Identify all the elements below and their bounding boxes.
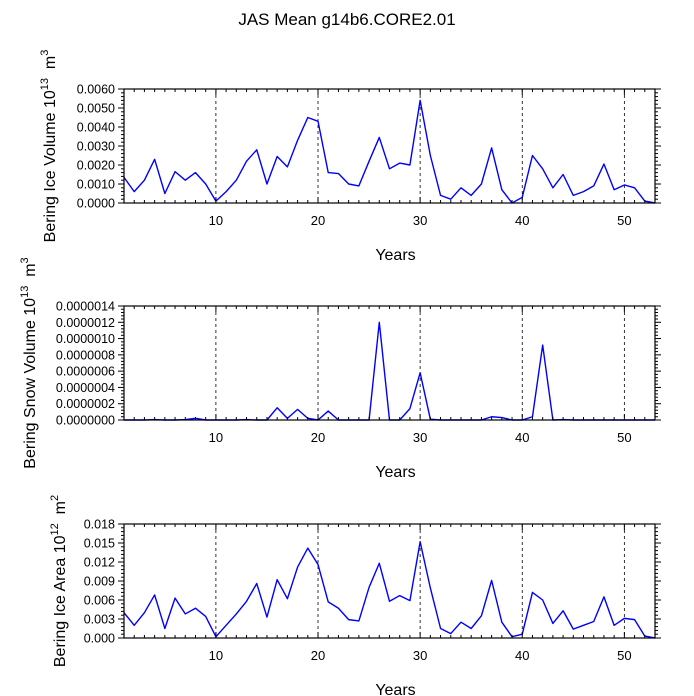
snow-volume-ylabel-text: Bering Snow Volume 10 — [22, 298, 39, 469]
snow-volume-ytick-label-6: 0.0000012 — [56, 316, 115, 330]
snow-volume-xtick-label-50: 50 — [617, 430, 631, 445]
ice-volume-series-line — [123, 99, 656, 204]
chart-title: JAS Mean g14b6.CORE2.01 — [238, 10, 455, 29]
ice-area-ytick-label-3: 0.009 — [84, 575, 115, 589]
ice-area-ylabel-text: Bering Ice Area 10 — [52, 535, 69, 667]
ice-area-ylabel-unit: m — [52, 501, 69, 523]
snow-volume-xtick-label-30: 30 — [413, 430, 427, 445]
snow-volume-xtick-label-10: 10 — [209, 430, 223, 445]
ice-volume-ylabel: Bering Ice Volume 1013 m3 — [39, 50, 59, 243]
snow-volume-ytick-label-3: 0.0000006 — [56, 365, 115, 379]
ice-volume-ytick-label-2: 0.0020 — [77, 159, 115, 173]
snow-volume-xtick-label-40: 40 — [515, 430, 529, 445]
ice-area-plot-frame — [123, 523, 656, 639]
ice-area-xtick-label-40: 40 — [515, 648, 529, 663]
ice-volume-ytick-label-0: 0.0000 — [77, 197, 115, 211]
snow-volume-series-line — [124, 321, 655, 421]
ice-volume-xlabel: Years — [375, 247, 415, 264]
ice-volume-ylabel-exponent: 13 — [39, 78, 51, 90]
snow-volume-ytick-label-7: 0.0000014 — [56, 300, 115, 314]
ice-volume-ylabel-text: Bering Ice Volume 10 — [42, 90, 59, 242]
ice-area-ytick-label-0: 0.000 — [84, 632, 115, 646]
ice-area-xlabel: Years — [375, 682, 415, 696]
snow-volume-ytick-label-1: 0.0000002 — [56, 397, 115, 411]
ice-volume-xtick-label-50: 50 — [617, 213, 631, 228]
ice-area-ylabel-unit-exponent: 2 — [49, 495, 61, 501]
ice-area-xtick-label-20: 20 — [311, 648, 325, 663]
panel-ice-area: 10 20 30 40 50 0.000 0.003 0.006 0.009 0.012 0.015… — [49, 495, 661, 696]
ice-area-ytick-label-2: 0.006 — [84, 594, 115, 608]
snow-volume-ylabel-unit-exponent: 3 — [19, 257, 31, 263]
ice-volume-ytick-label-3: 0.0030 — [77, 140, 115, 154]
ice-volume-ytick-label-4: 0.0040 — [77, 121, 115, 135]
ice-volume-ytick-label-1: 0.0010 — [77, 178, 115, 192]
panel-snow-volume: 10 20 30 40 50 0.0000000 0.0000002 0.0000004 0.0… — [19, 257, 661, 481]
ice-volume-xtick-label-30: 30 — [413, 213, 427, 228]
snow-volume-ylabel-exponent: 13 — [19, 286, 31, 298]
ice-area-ytick-label-4: 0.012 — [84, 556, 115, 570]
snow-volume-ylabel-unit: m — [22, 263, 39, 285]
ice-area-ylabel-exponent: 12 — [49, 523, 61, 535]
snow-volume-ytick-label-4: 0.0000008 — [56, 348, 115, 362]
snow-volume-xtick-label-20: 20 — [311, 430, 325, 445]
snow-volume-ytick-label-0: 0.0000000 — [56, 414, 115, 428]
ice-volume-xtick-label-20: 20 — [311, 213, 325, 228]
ice-area-xtick-label-10: 10 — [209, 648, 223, 663]
ice-area-ytick-label-6: 0.018 — [84, 518, 115, 532]
ice-volume-ylabel-unit: m — [42, 56, 59, 78]
ice-volume-ytick-label-5: 0.0050 — [77, 102, 115, 116]
ice-area-ytick-label-1: 0.003 — [84, 613, 115, 627]
ice-area-ylabel: Bering Ice Area 1012 m2 — [49, 495, 69, 667]
snow-volume-xlabel: Years — [375, 464, 415, 481]
ice-area-xtick-label-30: 30 — [413, 648, 427, 663]
ice-volume-xtick-label-40: 40 — [515, 213, 529, 228]
ice-volume-plot-frame — [123, 88, 656, 204]
snow-volume-ytick-label-5: 0.0000010 — [56, 332, 115, 346]
ice-area-ytick-label-5: 0.015 — [84, 537, 115, 551]
ice-volume-ytick-label-6: 0.0060 — [77, 83, 115, 97]
ice-volume-ylabel-unit-exponent: 3 — [39, 50, 51, 56]
snow-volume-ytick-label-2: 0.0000004 — [56, 381, 115, 395]
ice-area-series-line — [123, 541, 656, 639]
panel-ice-volume: 10 20 30 40 50 0.0000 0.0010 0.0020 0.0030 0.0040… — [39, 50, 661, 264]
ice-area-xtick-label-50: 50 — [617, 648, 631, 663]
snow-volume-plot-frame — [123, 305, 656, 421]
snow-volume-ylabel: Bering Snow Volume 1013 m3 — [19, 257, 39, 468]
ice-volume-xtick-label-10: 10 — [209, 213, 223, 228]
